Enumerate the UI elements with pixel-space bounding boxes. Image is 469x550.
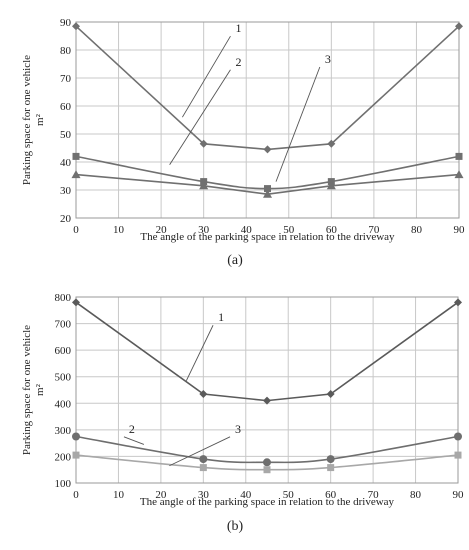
y-tick-label: 20 [60,213,72,225]
data-point-1 [199,139,208,148]
annotation-label-3: 3 [325,52,331,66]
y-tick-label: 50 [60,129,72,141]
data-point-3 [199,464,207,472]
x-tick-label: 60 [326,224,338,236]
x-tick-label: 70 [368,489,380,501]
data-point-3 [199,181,209,190]
data-point-3 [327,464,335,472]
annotation-leader-2 [169,69,231,166]
data-point-2 [454,432,462,441]
y-tick-label: 40 [60,157,72,169]
data-point-2 [72,152,80,160]
data-point-1 [72,298,80,307]
x-tick-label: 50 [283,489,295,501]
x-tick-label: 50 [283,224,295,236]
series-3 [72,451,462,474]
series-2 [72,432,462,467]
y-tick-label: 300 [55,425,72,437]
data-point-1 [72,22,80,31]
x-tick-label: 90 [454,224,466,236]
plot-frame [75,21,460,219]
x-tick-label: 20 [155,489,167,501]
x-tick-label: 0 [73,489,79,501]
x-tick-label: 80 [411,224,423,236]
y-tick-label: 70 [60,73,72,85]
y-tick-label: 100 [55,478,72,490]
series-3 [71,170,464,198]
annotation-leader-1 [185,325,214,381]
series-line-2 [75,155,460,190]
data-point-2 [264,185,271,193]
data-point-3 [263,466,271,474]
data-point-1 [199,389,208,398]
y-tick-label: 80 [60,45,72,57]
data-point-1 [263,396,271,405]
x-tick-label: 30 [198,224,210,236]
annotation-label-1: 1 [235,21,241,35]
y-axis-unit: m² [34,383,46,396]
annotation-leader-3 [275,66,321,182]
y-tick-label: 500 [55,372,72,384]
x-tick-label: 0 [73,224,79,236]
data-point-3 [454,451,462,459]
chart-panel-a: 0 10 20 30 40 50 60 70 80 90 20 30 40 50 60 70 80 90 The a… [21,17,465,268]
x-tick-label: 20 [156,224,168,236]
y-axis-unit: m² [34,113,46,126]
annotation-leader-1 [182,35,231,118]
data-point-3 [263,189,272,198]
series-1 [72,298,462,405]
x-tick-label: 90 [453,489,465,501]
data-point-2 [199,455,208,464]
x-tick-label: 10 [113,489,125,501]
y-axis-label: Parking space for one vehicle [21,325,33,455]
y-tick-label: 800 [55,292,72,304]
y-tick-label: 400 [55,398,72,410]
series-1 [72,22,463,154]
series-line-1 [75,301,459,402]
y-tick-label: 30 [60,185,72,197]
y-tick-label: 200 [55,451,72,463]
data-point-3 [326,181,336,190]
series-2 [72,152,463,193]
x-tick-label: 60 [325,489,337,501]
y-tick-label: 600 [55,345,72,357]
panel-label: (b) [227,519,244,534]
data-point-1 [263,145,272,154]
x-tick-label: 40 [240,489,252,501]
panel-label: (a) [227,253,243,268]
data-point-2 [455,152,463,160]
y-tick-label: 700 [55,319,72,331]
series-line-1 [75,25,460,151]
data-point-1 [454,298,462,307]
data-point-2 [72,432,80,441]
data-point-3 [71,170,81,179]
annotation-label-3: 3 [235,422,241,436]
y-axis-label: Parking space for one vehicle [21,55,33,185]
data-point-1 [326,389,335,398]
x-tick-label: 30 [198,489,210,501]
data-point-1 [327,139,336,148]
y-tick-label: 90 [60,17,72,29]
annotation-label-1: 1 [218,310,224,324]
x-axis-label: The angle of the parking space in relati… [140,231,395,243]
x-tick-label: 40 [241,224,253,236]
annotation-label-2: 2 [129,422,135,436]
annotation-leader-3 [169,436,231,467]
annotation-label-2: 2 [235,55,241,69]
data-point-3 [72,451,80,459]
data-point-3 [454,170,464,179]
x-axis-label: The angle of the parking space in relati… [140,496,395,508]
y-tick-label: 60 [60,101,72,113]
grid [75,296,459,484]
plot-frame [75,296,459,484]
chart-panel-b: 0 10 20 30 40 50 60 70 80 90 100 200 300 400 500 600 700… [21,292,464,534]
data-point-2 [263,458,271,467]
data-point-1 [455,22,463,31]
x-tick-label: 10 [113,224,125,236]
data-point-2 [326,455,335,464]
x-tick-label: 70 [368,224,380,236]
x-tick-label: 80 [410,489,422,501]
annotation-leader-2 [123,436,145,445]
